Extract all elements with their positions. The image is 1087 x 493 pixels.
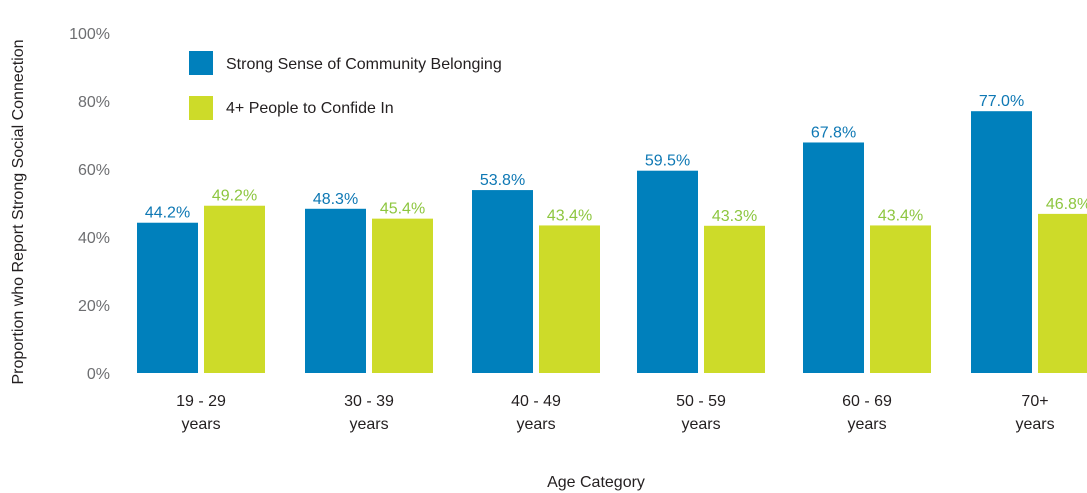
- x-tick-label: 40 - 49: [511, 393, 561, 410]
- data-label: 77.0%: [979, 93, 1024, 110]
- bars: [137, 111, 1087, 373]
- bar: [137, 222, 198, 373]
- x-tick-label: 19 - 29: [176, 393, 226, 410]
- y-tick-label: 80%: [78, 94, 110, 111]
- bar: [305, 208, 366, 373]
- bar: [539, 225, 600, 373]
- bar: [204, 205, 265, 373]
- data-label: 43.4%: [878, 207, 923, 224]
- y-tick-label: 60%: [78, 162, 110, 179]
- y-axis-title: Proportion who Report Strong Social Conn…: [10, 39, 27, 384]
- bar: [803, 142, 864, 373]
- data-label: 53.8%: [480, 172, 525, 189]
- data-label: 59.5%: [645, 153, 690, 170]
- data-label: 43.3%: [712, 208, 757, 225]
- x-tick-label: 60 - 69: [842, 393, 892, 410]
- y-axis-ticks: 0% 20% 40% 60% 80% 100%: [69, 26, 110, 383]
- x-tick-label: years: [181, 416, 220, 433]
- legend-swatch-community-belonging: [189, 51, 213, 75]
- x-tick-label: years: [516, 416, 555, 433]
- bar: [1038, 213, 1087, 373]
- x-axis-title: Age Category: [547, 474, 645, 491]
- legend: Strong Sense of Community Belonging 4+ P…: [189, 51, 502, 120]
- legend-label-community-belonging: Strong Sense of Community Belonging: [226, 56, 502, 73]
- y-tick-label: 40%: [78, 230, 110, 247]
- data-label: 44.2%: [145, 205, 190, 222]
- data-labels: 44.2% 49.2% 48.3% 45.4% 53.8% 43.4% 59.5% 43.3%…: [145, 93, 1087, 225]
- x-axis-ticks: 19 - 29 years 30 - 39 years 40 - 49 years 50 -…: [176, 393, 1054, 433]
- data-label: 43.4%: [547, 207, 592, 224]
- bar: [637, 170, 698, 373]
- y-tick-label: 100%: [69, 26, 110, 43]
- bar: [372, 218, 433, 373]
- x-tick-label: years: [349, 416, 388, 433]
- y-tick-label: 0%: [87, 366, 110, 383]
- x-tick-label: years: [681, 416, 720, 433]
- data-label: 48.3%: [313, 191, 358, 208]
- x-tick-label: years: [1015, 416, 1054, 433]
- x-tick-label: years: [847, 416, 886, 433]
- y-tick-label: 20%: [78, 298, 110, 315]
- bar: [870, 225, 931, 373]
- legend-label-confide: 4+ People to Confide In: [226, 100, 394, 117]
- data-label: 46.8%: [1046, 196, 1087, 213]
- data-label: 67.8%: [811, 124, 856, 141]
- data-label: 45.4%: [380, 201, 425, 218]
- x-tick-label: 70+: [1021, 393, 1048, 410]
- bar: [971, 111, 1032, 373]
- bar: [472, 190, 533, 373]
- x-tick-label: 50 - 59: [676, 393, 726, 410]
- legend-swatch-confide: [189, 96, 213, 120]
- data-label: 49.2%: [212, 188, 257, 205]
- bar: [704, 225, 765, 373]
- x-tick-label: 30 - 39: [344, 393, 394, 410]
